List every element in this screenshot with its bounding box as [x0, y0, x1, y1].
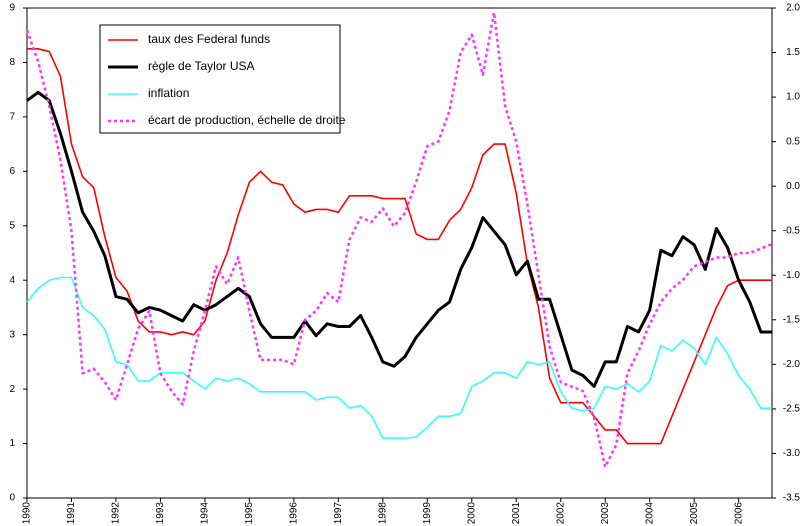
- series-line: [25, 11, 773, 469]
- y-tick-label: 3: [9, 329, 15, 340]
- x-tick-label: 2005: [689, 502, 700, 525]
- y-tick-label: 6: [9, 166, 15, 177]
- x-tick-label: 1994: [200, 502, 211, 525]
- y-tick-label: 7: [9, 112, 15, 123]
- series-line: [26, 276, 772, 439]
- y-tick-label: 1: [9, 438, 15, 449]
- y2-tick-label: 1.5: [786, 47, 800, 58]
- y-tick-label: 0: [9, 493, 15, 504]
- x-tick-label: 1993: [155, 502, 166, 525]
- y2-tick-label: 2.0: [786, 3, 800, 14]
- y2-tick-label: 1.0: [786, 92, 800, 103]
- y-tick-label: 2: [9, 384, 15, 395]
- x-tick-label: 2003: [600, 502, 611, 525]
- y2-tick-label: -1.0: [783, 270, 801, 281]
- x-tick-label: 2002: [555, 502, 566, 525]
- legend-label: taux des Federal funds: [148, 32, 270, 46]
- x-tick-label: 1991: [66, 502, 77, 525]
- x-tick-label: 1990: [22, 502, 33, 525]
- y2-tick-label: -3.5: [783, 493, 801, 504]
- y2-tick-label: 0.0: [786, 181, 800, 192]
- y2-tick-label: -2.5: [783, 404, 801, 415]
- x-tick-label: 2001: [511, 502, 522, 525]
- legend-label: inflation: [148, 86, 189, 100]
- series-line: [26, 90, 772, 388]
- y-tick-label: 4: [9, 275, 15, 286]
- y2-tick-label: -0.5: [783, 225, 801, 236]
- x-tick-label: 2004: [644, 502, 655, 525]
- plot-frame: [26, 7, 773, 499]
- y-tick-label: 8: [9, 57, 15, 68]
- y2-tick-label: 0.5: [786, 136, 800, 147]
- x-tick-label: 1999: [422, 502, 433, 525]
- x-tick-label: 2000: [466, 502, 477, 525]
- y-tick-label: 9: [9, 3, 15, 14]
- x-tick-label: 1995: [244, 502, 255, 525]
- x-tick-label: 1992: [111, 502, 122, 525]
- legend-box: [99, 24, 341, 134]
- legend-label: écart de production, échelle de droite: [148, 113, 346, 127]
- legend-label: règle de Taylor USA: [148, 59, 255, 73]
- x-tick-label: 1997: [333, 502, 344, 525]
- y2-tick-label: -1.5: [783, 314, 801, 325]
- y2-tick-label: -3.0: [783, 448, 801, 459]
- y-tick-label: 5: [9, 220, 15, 231]
- x-tick-label: 2006: [733, 502, 744, 525]
- x-tick-label: 1996: [289, 502, 300, 525]
- series-line: [27, 48, 772, 445]
- y2-tick-label: -2.0: [783, 359, 801, 370]
- x-tick-label: 1998: [377, 502, 388, 525]
